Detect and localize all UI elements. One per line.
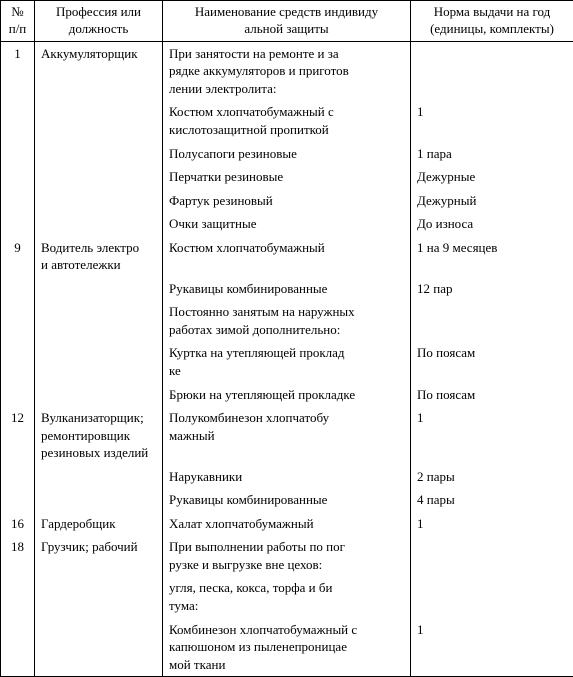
cell-item: Фартук резиновый: [163, 189, 411, 213]
cell-num: [1, 488, 35, 512]
cell-item: Полукомбинезон хлопчатобу мажный: [163, 406, 411, 465]
cell-prof: [35, 488, 163, 512]
cell-num: [1, 618, 35, 677]
cell-num: [1, 165, 35, 189]
table-row: Рукавицы комбинированные4 пары: [1, 488, 573, 512]
cell-item: угля, песка, кокса, торфа и би тума:: [163, 576, 411, 617]
cell-norm: По поясам: [411, 341, 573, 382]
cell-prof: Вулканизаторщик; ремонтировщик резиновых…: [35, 406, 163, 465]
table-row: Фартук резиновыйДежурный: [1, 189, 573, 213]
cell-prof: [35, 300, 163, 341]
table-row: Постоянно занятым на наружных работах зи…: [1, 300, 573, 341]
cell-num: [1, 212, 35, 236]
cell-item: При занятости на ремонте и за рядке акку…: [163, 41, 411, 100]
cell-norm: По поясам: [411, 383, 573, 407]
cell-item: Костюм хлопчатобумажный с кислотозащитно…: [163, 100, 411, 141]
cell-norm: 1: [411, 512, 573, 536]
header-item: Наименование средств индивиду альной защ…: [163, 1, 411, 42]
cell-item: Полусапоги резиновые: [163, 142, 411, 166]
table-row: Очки защитныеДо износа: [1, 212, 573, 236]
cell-num: 16: [1, 512, 35, 536]
cell-prof: [35, 618, 163, 677]
cell-prof: Гардеробщик: [35, 512, 163, 536]
cell-norm: [411, 576, 573, 617]
cell-norm: 2 пары: [411, 465, 573, 489]
cell-num: [1, 383, 35, 407]
table-row: Перчатки резиновыеДежурные: [1, 165, 573, 189]
header-prof: Профессия или должность: [35, 1, 163, 42]
table-row: угля, песка, кокса, торфа и би тума:: [1, 576, 573, 617]
cell-norm: [411, 300, 573, 341]
header-norm: Норма выдачи на год (единицы, комплекты): [411, 1, 573, 42]
cell-prof: [35, 100, 163, 141]
cell-prof: [35, 142, 163, 166]
table-row: 12Вулканизаторщик; ремонтировщик резинов…: [1, 406, 573, 465]
cell-norm: 12 пар: [411, 277, 573, 301]
cell-num: 12: [1, 406, 35, 465]
table-row: Комбинезон хлопчатобумажный с капюшоном …: [1, 618, 573, 677]
cell-item: Брюки на утепляющей прокладке: [163, 383, 411, 407]
cell-norm: 1 пара: [411, 142, 573, 166]
table-row: Брюки на утепляющей прокладкеПо поясам: [1, 383, 573, 407]
cell-num: [1, 277, 35, 301]
cell-item: Рукавицы комбинированные: [163, 488, 411, 512]
cell-item: Халат хлопчатобумажный: [163, 512, 411, 536]
cell-norm: 4 пары: [411, 488, 573, 512]
cell-norm: 1 на 9 месяцев: [411, 236, 573, 277]
cell-prof: [35, 212, 163, 236]
cell-item: Постоянно занятым на наружных работах зи…: [163, 300, 411, 341]
table-row: 9Водитель электро и автотележкиКостюм хл…: [1, 236, 573, 277]
cell-norm: [411, 41, 573, 100]
cell-item: Очки защитные: [163, 212, 411, 236]
cell-prof: [35, 341, 163, 382]
cell-num: 9: [1, 236, 35, 277]
cell-norm: 1: [411, 618, 573, 677]
cell-prof: Грузчик; рабочий: [35, 535, 163, 576]
cell-prof: Аккумуляторщик: [35, 41, 163, 100]
cell-item: При выполнении работы по пог рузке и выг…: [163, 535, 411, 576]
table-row: Полусапоги резиновые1 пара: [1, 142, 573, 166]
cell-num: [1, 576, 35, 617]
cell-num: [1, 341, 35, 382]
header-num: № п/п: [1, 1, 35, 42]
table-row: Костюм хлопчатобумажный с кислотозащитно…: [1, 100, 573, 141]
cell-num: [1, 300, 35, 341]
cell-num: [1, 142, 35, 166]
header-row: № п/п Профессия или должность Наименован…: [1, 1, 573, 42]
cell-item: Комбинезон хлопчатобумажный с капюшоном …: [163, 618, 411, 677]
cell-prof: [35, 189, 163, 213]
cell-prof: [35, 576, 163, 617]
cell-norm: [411, 535, 573, 576]
cell-prof: [35, 465, 163, 489]
cell-item: Рукавицы комбинированные: [163, 277, 411, 301]
cell-item: Куртка на утепляющей проклад ке: [163, 341, 411, 382]
table-row: Куртка на утепляющей проклад кеПо поясам: [1, 341, 573, 382]
cell-num: [1, 100, 35, 141]
cell-prof: Водитель электро и автотележки: [35, 236, 163, 277]
cell-item: Костюм хлопчатобумажный: [163, 236, 411, 277]
cell-prof: [35, 277, 163, 301]
cell-norm: До износа: [411, 212, 573, 236]
cell-prof: [35, 165, 163, 189]
cell-norm: Дежурные: [411, 165, 573, 189]
cell-norm: 1: [411, 100, 573, 141]
cell-item: Нарукавники: [163, 465, 411, 489]
cell-num: [1, 465, 35, 489]
cell-norm: 1: [411, 406, 573, 465]
cell-num: [1, 189, 35, 213]
cell-num: 1: [1, 41, 35, 100]
cell-norm: Дежурный: [411, 189, 573, 213]
cell-prof: [35, 383, 163, 407]
cell-num: 18: [1, 535, 35, 576]
table-row: 1АккумуляторщикПри занятости на ремонте …: [1, 41, 573, 100]
table-row: Рукавицы комбинированные12 пар: [1, 277, 573, 301]
ppe-norms-table: № п/п Профессия или должность Наименован…: [0, 0, 573, 677]
table-row: 18Грузчик; рабочийПри выполнении работы …: [1, 535, 573, 576]
table-row: Нарукавники2 пары: [1, 465, 573, 489]
table-row: 16ГардеробщикХалат хлопчатобумажный1: [1, 512, 573, 536]
cell-item: Перчатки резиновые: [163, 165, 411, 189]
